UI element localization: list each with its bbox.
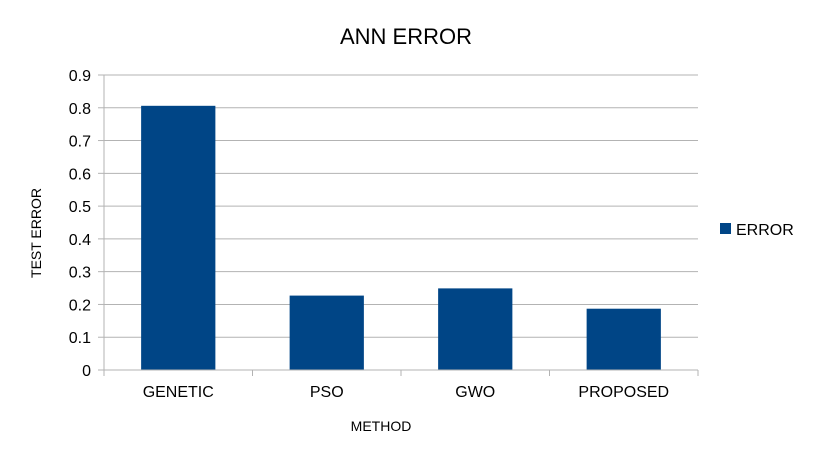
- x-tick-label: PROPOSED: [578, 384, 669, 401]
- y-tick-label: 0.7: [69, 134, 91, 151]
- x-tick-label: GENETIC: [143, 384, 214, 401]
- x-axis-title: METHOD: [351, 418, 412, 434]
- y-tick-label: 0.1: [69, 330, 91, 347]
- chart-title: ANN ERROR: [340, 24, 472, 49]
- x-tick-label: PSO: [310, 384, 344, 401]
- y-tick-labels: 0 0.1 0.2 0.3 0.4 0.5 0.6 0.7 0.8 0.9: [69, 68, 91, 380]
- axes: [98, 74, 699, 376]
- y-axis-title: TEST ERROR: [28, 188, 44, 278]
- y-tick-label: 0.3: [69, 265, 91, 282]
- bar-genetic: [141, 105, 216, 371]
- y-tick-label: 0.9: [69, 68, 91, 85]
- bar-gwo: [438, 288, 513, 370]
- y-tick-label: 0.6: [69, 166, 91, 183]
- y-tick-label: 0.4: [69, 232, 91, 249]
- y-tick-label: 0.8: [69, 101, 91, 118]
- y-tick-label: 0: [82, 363, 91, 380]
- x-tick-label: GWO: [455, 384, 495, 401]
- bar-pso: [289, 295, 364, 370]
- x-tick-labels: GENETIC PSO GWO PROPOSED: [143, 384, 669, 401]
- legend-swatch: [720, 223, 731, 234]
- legend: ERROR: [720, 222, 794, 239]
- y-tick-label: 0.2: [69, 297, 91, 314]
- legend-label: ERROR: [736, 222, 794, 239]
- bars: [141, 105, 661, 371]
- bar-proposed: [586, 308, 661, 370]
- y-tick-label: 0.5: [69, 199, 91, 216]
